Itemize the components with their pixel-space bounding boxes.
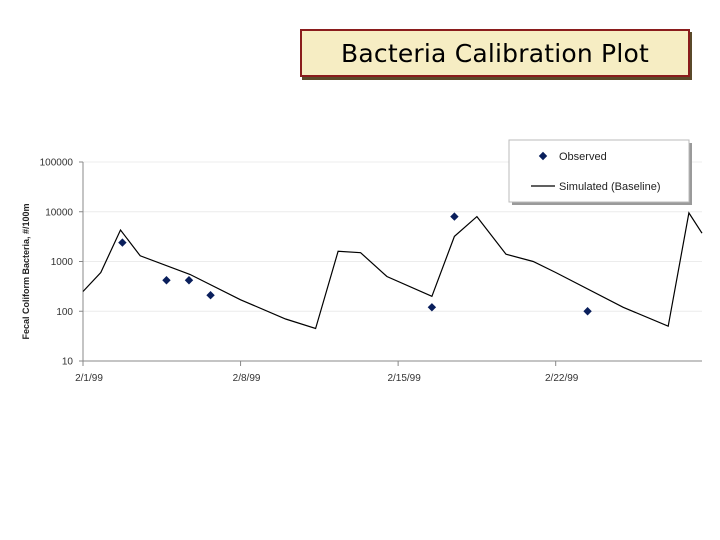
legend-simulated-label: Simulated (Baseline) bbox=[559, 181, 661, 193]
legend-observed-label: Observed bbox=[559, 151, 607, 163]
y-tick-label: 10 bbox=[62, 357, 74, 368]
y-tick-label: 100 bbox=[56, 307, 73, 318]
legend: Observed Simulated (Baseline) bbox=[508, 139, 692, 205]
observed-point bbox=[427, 303, 437, 312]
x-tick-label: 2/15/99 bbox=[387, 373, 421, 384]
simulated-series-line bbox=[82, 211, 703, 330]
y-tick-label: 1000 bbox=[51, 257, 74, 268]
x-tick-label: 2/1/99 bbox=[75, 373, 103, 384]
observed-point bbox=[184, 276, 194, 285]
legend-box bbox=[508, 139, 690, 203]
x-tick-label: 2/8/99 bbox=[233, 373, 261, 384]
observed-point bbox=[583, 307, 592, 316]
y-axis-label: Fecal Coliform Bacteria, #/100m bbox=[21, 203, 31, 339]
legend-observed-marker bbox=[538, 151, 548, 161]
observed-point bbox=[206, 291, 215, 300]
x-tick-label: 2/22/99 bbox=[545, 373, 579, 384]
axes: 10 100 1000 10000 100000 2/1/99 2/8/99 2/15/99 2… bbox=[21, 158, 702, 384]
y-tick-label: 100000 bbox=[40, 158, 74, 169]
observed-point bbox=[162, 276, 171, 285]
series-layer bbox=[82, 211, 703, 330]
observed-point bbox=[450, 212, 459, 221]
y-tick-label: 10000 bbox=[45, 207, 73, 218]
slide-title: Bacteria Calibration Plot bbox=[341, 38, 649, 68]
slide-title-box: Bacteria Calibration Plot bbox=[300, 29, 690, 77]
observed-point bbox=[118, 238, 127, 247]
